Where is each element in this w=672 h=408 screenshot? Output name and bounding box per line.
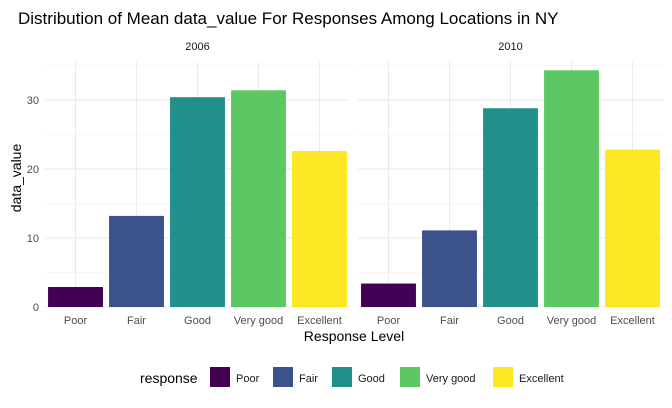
x-tick-label: Good <box>497 315 524 327</box>
legend-key-fair <box>273 367 293 387</box>
legend-key-very-good <box>400 367 420 387</box>
legend-label: Excellent <box>519 373 564 385</box>
x-tick-label: Poor <box>64 315 88 327</box>
legend-label: Very good <box>426 373 476 385</box>
legend: response Poor Fair Good Very good Excellent <box>140 367 564 387</box>
x-axis-label: Response Level <box>304 328 404 344</box>
y-tick-label: 20 <box>27 164 39 176</box>
x-tick-label: Excellent <box>610 315 655 327</box>
y-tick-label: 0 <box>33 302 39 314</box>
bar-2010-good <box>483 108 538 307</box>
legend-label: Good <box>358 373 385 385</box>
x-tick-label: Very good <box>234 315 284 327</box>
x-tick-label: Poor <box>377 315 401 327</box>
facet-panel-2010: 2010 Poor Fair Good Very good Excellent <box>358 41 663 327</box>
legend-key-poor <box>210 367 230 387</box>
bar-2006-excellent <box>292 151 347 307</box>
facet-panel-2006: 2006 Poor Fair Good Very good Excellent <box>45 41 350 327</box>
bar-2006-fair <box>109 215 164 307</box>
x-tick-label: Fair <box>440 315 459 327</box>
legend-title: response <box>140 370 198 386</box>
y-tick-label: 30 <box>27 95 39 107</box>
bar-2006-poor <box>48 286 103 307</box>
x-tick-label: Fair <box>127 315 146 327</box>
y-axis-label: data_value <box>8 144 24 213</box>
x-tick-label: Very good <box>547 315 597 327</box>
bar-2010-very-good <box>544 70 599 307</box>
bar-2006-good <box>170 97 225 308</box>
bar-2010-excellent <box>605 149 660 307</box>
facet-strip-label: 2006 <box>185 41 209 53</box>
legend-label: Poor <box>236 373 260 385</box>
legend-key-excellent <box>493 367 513 387</box>
bar-2010-poor <box>361 283 416 307</box>
chart-title: Distribution of Mean data_value For Resp… <box>18 9 559 28</box>
bar-2010-fair <box>422 230 477 307</box>
x-tick-label: Good <box>184 315 211 327</box>
y-tick-label: 10 <box>27 233 39 245</box>
x-tick-label: Excellent <box>297 315 342 327</box>
facet-strip-label: 2010 <box>498 41 522 53</box>
legend-label: Fair <box>299 373 318 385</box>
legend-key-good <box>332 367 352 387</box>
bar-2006-very-good <box>231 90 286 307</box>
